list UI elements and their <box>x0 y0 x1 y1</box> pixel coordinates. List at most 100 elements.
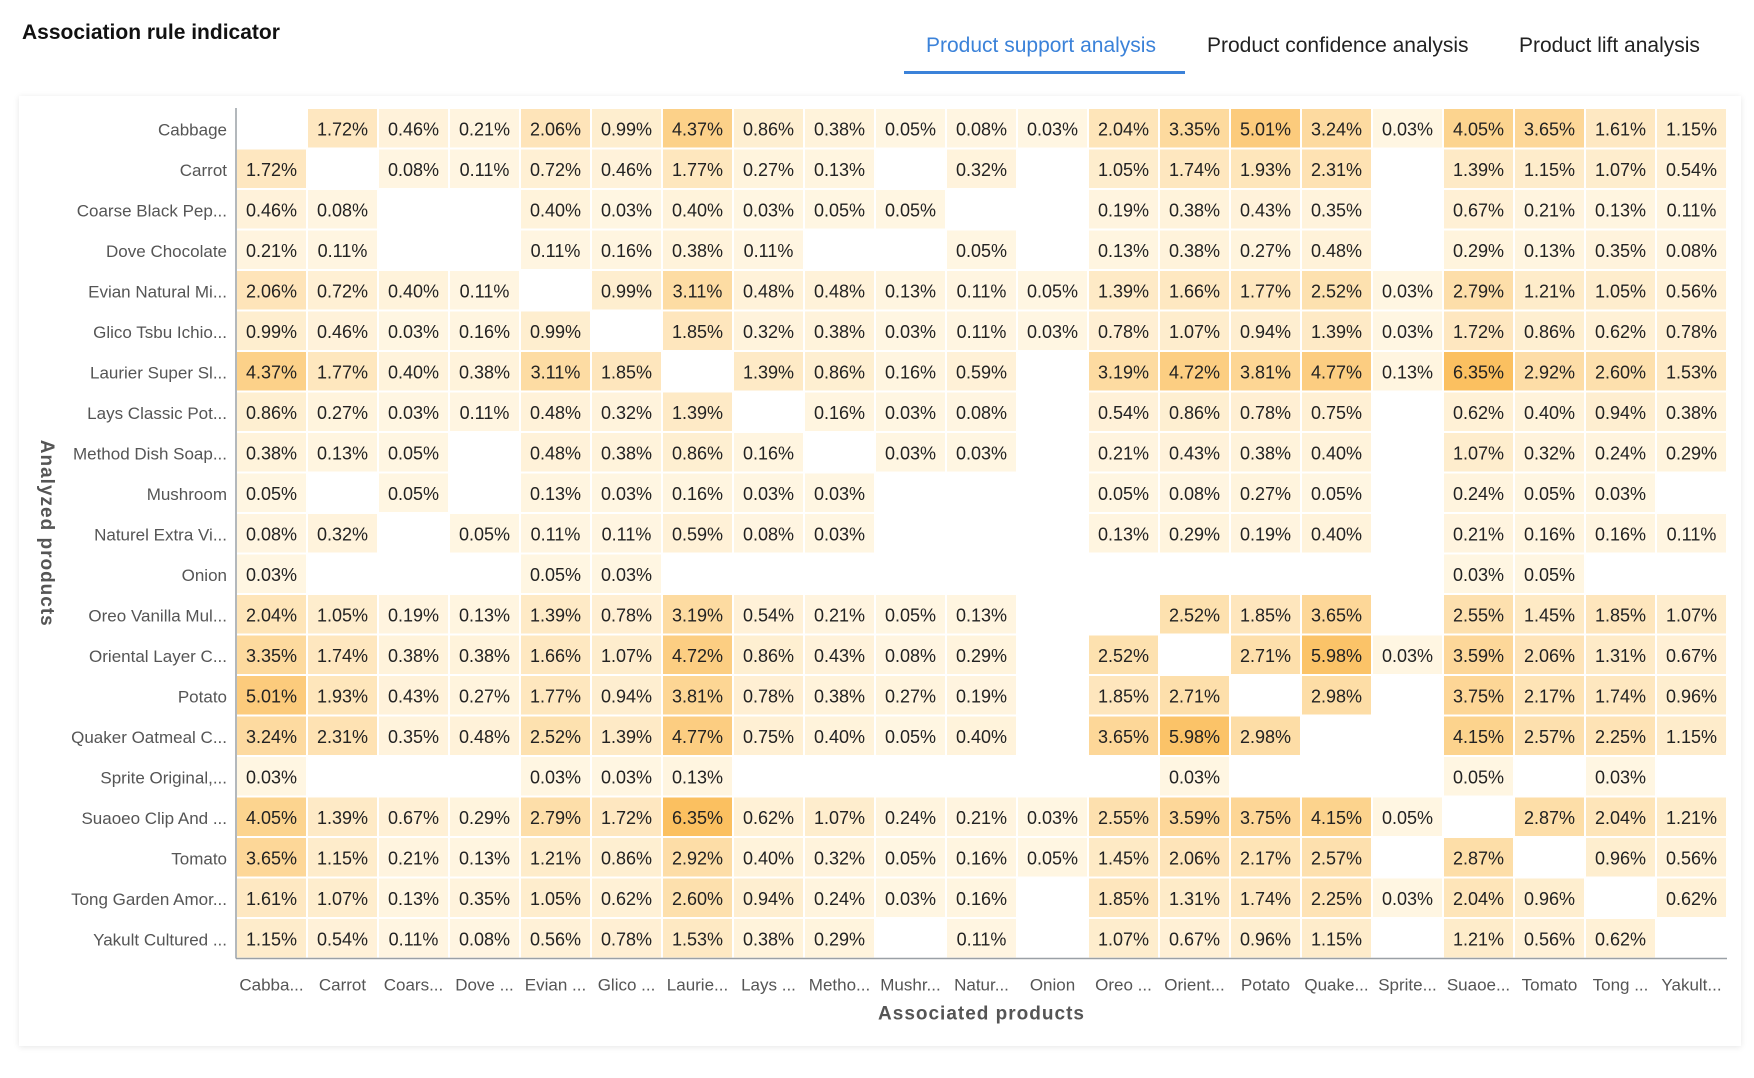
heatmap-cell-label: 0.08% <box>1666 241 1717 261</box>
heatmap-cell <box>1231 716 1300 755</box>
heatmap-cell-label: 0.08% <box>1169 484 1220 504</box>
heatmap-cell <box>734 230 803 269</box>
heatmap-cell-label: 2.60% <box>1595 362 1646 382</box>
heatmap-cell-label: 1.07% <box>1453 443 1504 463</box>
y-tick-label: Tomato <box>171 849 227 868</box>
heatmap-cell-label: 0.86% <box>246 403 297 423</box>
heatmap-cell-label: 0.99% <box>601 281 652 301</box>
heatmap-cell <box>1089 635 1158 674</box>
heatmap-cell-label: 0.38% <box>388 646 439 666</box>
heatmap-cell-label: 1.72% <box>317 119 368 139</box>
tab-product-confidence-analysis[interactable]: Product confidence analysis <box>1207 34 1469 57</box>
heatmap-cell-label: 0.29% <box>956 646 1007 666</box>
tab-product-lift-analysis[interactable]: Product lift analysis <box>1519 34 1700 57</box>
heatmap-cell <box>734 838 803 877</box>
heatmap-cell <box>1373 352 1442 391</box>
heatmap-cell <box>1160 838 1229 877</box>
heatmap-cell-label: 0.78% <box>1098 322 1149 342</box>
heatmap-cell <box>1302 473 1371 512</box>
heatmap-cell <box>450 878 519 917</box>
heatmap-cell <box>521 514 590 553</box>
tab-product-support-analysis[interactable]: Product support analysis <box>926 34 1156 57</box>
heatmap-cell-label: 0.94% <box>1595 403 1646 423</box>
heatmap-cell-label: 0.99% <box>530 322 581 342</box>
heatmap-cell-label: 0.35% <box>1595 241 1646 261</box>
heatmap-cell <box>1302 878 1371 917</box>
heatmap-cell <box>521 797 590 836</box>
heatmap-cell-label: 0.78% <box>1240 403 1291 423</box>
heatmap-cell-label: 0.38% <box>1240 443 1291 463</box>
heatmap-cell-label: 0.13% <box>1098 241 1149 261</box>
heatmap-cell <box>308 311 377 350</box>
heatmap-cell-label: 0.05% <box>1311 484 1362 504</box>
heatmap-cell-label: 0.21% <box>956 808 1007 828</box>
heatmap-cell-label: 0.67% <box>388 808 439 828</box>
heatmap-cell <box>592 595 661 634</box>
heatmap-cell-label: 0.38% <box>1169 200 1220 220</box>
heatmap-cell <box>237 190 306 229</box>
heatmap-cell <box>308 230 377 269</box>
heatmap-cell-label: 0.29% <box>459 808 510 828</box>
heatmap-cell-label: 2.92% <box>672 848 723 868</box>
y-tick-label: Tong Garden Amor... <box>71 890 227 909</box>
heatmap-cell-label: 2.79% <box>1453 281 1504 301</box>
heatmap-cell-label: 0.38% <box>1169 241 1220 261</box>
heatmap-cell-label: 0.05% <box>956 241 1007 261</box>
heatmap-cell-label: 0.46% <box>388 119 439 139</box>
heatmap-cell-label: 0.38% <box>814 322 865 342</box>
heatmap-cell <box>1302 595 1371 634</box>
heatmap-cell-label: 3.65% <box>1098 727 1149 747</box>
x-tick-label: Lays ... <box>741 976 796 995</box>
heatmap-cell-label: 0.21% <box>1524 200 1575 220</box>
heatmap-cell <box>805 878 874 917</box>
heatmap-cell <box>308 919 377 958</box>
heatmap-cell <box>1160 473 1229 512</box>
heatmap-cell-label: 0.46% <box>317 322 368 342</box>
heatmap-cell <box>1089 271 1158 310</box>
heatmap-cell-label: 0.75% <box>743 727 794 747</box>
heatmap-cell-label: 3.75% <box>1240 808 1291 828</box>
heatmap-cell <box>1160 919 1229 958</box>
heatmap-cell <box>521 433 590 472</box>
heatmap-cell-label: 1.85% <box>1098 686 1149 706</box>
heatmap-cell <box>1515 514 1584 553</box>
heatmap-cell-label: 2.98% <box>1311 686 1362 706</box>
heatmap-cell <box>1302 190 1371 229</box>
heatmap-cell <box>805 838 874 877</box>
heatmap-cell-label: 6.35% <box>672 808 723 828</box>
heatmap-cell <box>1373 311 1442 350</box>
heatmap-cell <box>1160 392 1229 431</box>
heatmap-cell-label: 1.15% <box>1666 119 1717 139</box>
heatmap-cell <box>1231 473 1300 512</box>
heatmap-cell <box>1657 352 1726 391</box>
heatmap-cell <box>1586 716 1655 755</box>
heatmap-cell <box>237 433 306 472</box>
heatmap-cell-label: 5.98% <box>1311 646 1362 666</box>
heatmap-cell <box>1302 311 1371 350</box>
heatmap-cell-label: 0.03% <box>388 322 439 342</box>
heatmap-cell <box>1444 554 1513 593</box>
heatmap-cell <box>1586 757 1655 796</box>
heatmap-cell <box>663 635 732 674</box>
heatmap-cell-label: 0.24% <box>885 808 936 828</box>
heatmap-cell-label: 0.32% <box>956 160 1007 180</box>
heatmap-cell <box>1515 109 1584 148</box>
heatmap-cell <box>1089 716 1158 755</box>
heatmap-cell <box>805 190 874 229</box>
heatmap-cell <box>450 311 519 350</box>
heatmap-cell <box>805 716 874 755</box>
heatmap-cell-label: 0.08% <box>956 119 1007 139</box>
heatmap-cell-label: 0.78% <box>1666 322 1717 342</box>
heatmap-cell <box>1231 433 1300 472</box>
heatmap-cell <box>1515 271 1584 310</box>
heatmap-cell-label: 0.08% <box>743 524 794 544</box>
heatmap-cell <box>379 352 448 391</box>
heatmap-cell <box>947 149 1016 188</box>
heatmap-cell-label: 0.16% <box>459 322 510 342</box>
heatmap-cell <box>521 392 590 431</box>
heatmap-cell-label: 0.32% <box>814 848 865 868</box>
heatmap-cell-label: 0.05% <box>885 605 936 625</box>
heatmap-cell-label: 2.04% <box>1098 119 1149 139</box>
heatmap-cell-label: 0.35% <box>459 889 510 909</box>
